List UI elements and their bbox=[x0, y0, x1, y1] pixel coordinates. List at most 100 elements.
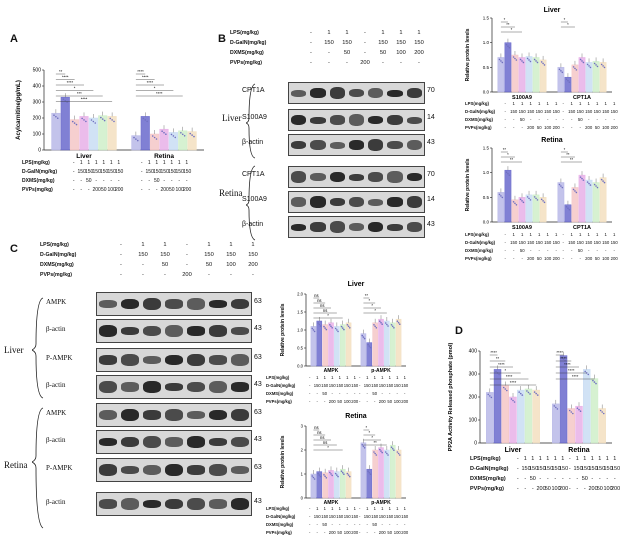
condition-value: 150 bbox=[351, 514, 359, 519]
blot-band bbox=[121, 498, 139, 510]
condition-value: - bbox=[538, 117, 540, 122]
header-value: 150 bbox=[248, 252, 258, 258]
condition-value: - bbox=[140, 178, 143, 184]
condition-value: 200 bbox=[401, 530, 409, 535]
condition-value: 150 bbox=[386, 514, 394, 519]
panel-c-letter: C bbox=[10, 243, 18, 255]
data-point bbox=[500, 60, 502, 62]
condition-label: DXMS(mg/kg) bbox=[22, 178, 55, 184]
condition-value: 150 bbox=[585, 240, 593, 245]
header-value: - bbox=[364, 30, 366, 36]
condition-value: - bbox=[562, 240, 564, 245]
condition-value: 150 bbox=[576, 109, 584, 114]
condition-value: - bbox=[309, 514, 311, 519]
group-label: Retina bbox=[154, 153, 174, 160]
data-point bbox=[542, 62, 544, 65]
data-point bbox=[508, 46, 511, 49]
data-point bbox=[336, 329, 338, 331]
condition-label: DXMS(mg/kg) bbox=[470, 476, 506, 482]
blot-band bbox=[310, 139, 326, 151]
data-point bbox=[384, 451, 387, 453]
condition-value: 150 bbox=[559, 466, 569, 472]
panel-b-chart-liver: Liver 0.0 0.5 1.0 1.5 Relative protein levels… bbox=[465, 7, 612, 101]
condition-value: 150 bbox=[581, 466, 591, 472]
data-point bbox=[535, 392, 537, 395]
header-value: 1 bbox=[251, 242, 255, 248]
condition-value: - bbox=[309, 530, 311, 535]
condition-value: 1 bbox=[323, 506, 326, 511]
condition-value: - bbox=[331, 391, 333, 396]
condition-value: 1 bbox=[521, 232, 524, 237]
condition-value: 150 bbox=[510, 240, 518, 245]
sig-label: ** bbox=[59, 69, 63, 74]
data-point bbox=[101, 118, 104, 120]
data-point bbox=[561, 71, 564, 74]
condition-value: 150 bbox=[535, 240, 543, 245]
bar bbox=[486, 392, 494, 444]
blot-strip bbox=[96, 319, 252, 343]
condition-value: - bbox=[596, 248, 598, 253]
blot-band bbox=[209, 464, 227, 476]
condition-value: - bbox=[605, 117, 607, 122]
data-point bbox=[397, 452, 400, 455]
condition-value: - bbox=[140, 187, 143, 193]
data-point bbox=[558, 183, 561, 186]
data-point bbox=[595, 64, 597, 66]
data-point bbox=[602, 412, 605, 415]
blot-band bbox=[143, 464, 161, 476]
data-point bbox=[575, 69, 578, 71]
condition-value: 1 bbox=[570, 101, 573, 106]
condition-value: - bbox=[531, 486, 534, 492]
y-tick-label: 400 bbox=[33, 84, 42, 90]
condition-value: 1 bbox=[546, 232, 549, 237]
blot-band bbox=[348, 173, 365, 181]
condition-value: - bbox=[359, 514, 361, 519]
bar bbox=[497, 192, 505, 223]
blot-band bbox=[187, 436, 205, 448]
condition-value: 150 bbox=[336, 514, 344, 519]
bar bbox=[328, 322, 334, 367]
data-point bbox=[133, 136, 135, 139]
blot-band bbox=[99, 464, 117, 476]
data-point bbox=[181, 133, 184, 136]
condition-value: 50 bbox=[577, 248, 583, 253]
condition-value: - bbox=[148, 178, 151, 184]
condition-value: - bbox=[339, 522, 341, 527]
condition-value: - bbox=[562, 117, 564, 122]
condition-value: 1 bbox=[323, 375, 326, 380]
data-point bbox=[588, 182, 590, 185]
condition-value: - bbox=[110, 178, 113, 184]
data-point bbox=[515, 59, 518, 61]
condition-value: - bbox=[504, 125, 506, 130]
data-point bbox=[398, 454, 401, 456]
condition-value: - bbox=[404, 522, 406, 527]
bar bbox=[598, 408, 606, 444]
condition-value: - bbox=[530, 117, 532, 122]
header-value: 200 bbox=[360, 60, 370, 66]
condition-value: - bbox=[598, 476, 601, 482]
bar bbox=[107, 116, 117, 151]
condition-value: 150 bbox=[544, 240, 552, 245]
blot-band bbox=[290, 171, 307, 183]
condition-value: 150 bbox=[593, 240, 601, 245]
data-point bbox=[53, 114, 55, 116]
blot-kda: 43 bbox=[427, 139, 435, 146]
condition-value: 150 bbox=[527, 109, 535, 114]
bar bbox=[150, 133, 160, 151]
condition-value: 1 bbox=[177, 160, 181, 166]
sig-label: * bbox=[74, 86, 76, 91]
data-point bbox=[183, 135, 186, 137]
sig-label: * bbox=[564, 17, 566, 22]
header-value: 200 bbox=[414, 50, 424, 56]
header-value: - bbox=[364, 40, 366, 46]
sig-label: ns bbox=[320, 435, 324, 440]
data-point bbox=[318, 474, 321, 476]
data-point bbox=[512, 201, 515, 203]
data-point bbox=[387, 325, 389, 327]
blot-band bbox=[121, 327, 139, 335]
bar bbox=[51, 112, 61, 151]
condition-value: 200 bbox=[527, 256, 535, 261]
condition-value: - bbox=[80, 178, 83, 184]
bar bbox=[590, 378, 599, 444]
data-point bbox=[585, 372, 588, 374]
